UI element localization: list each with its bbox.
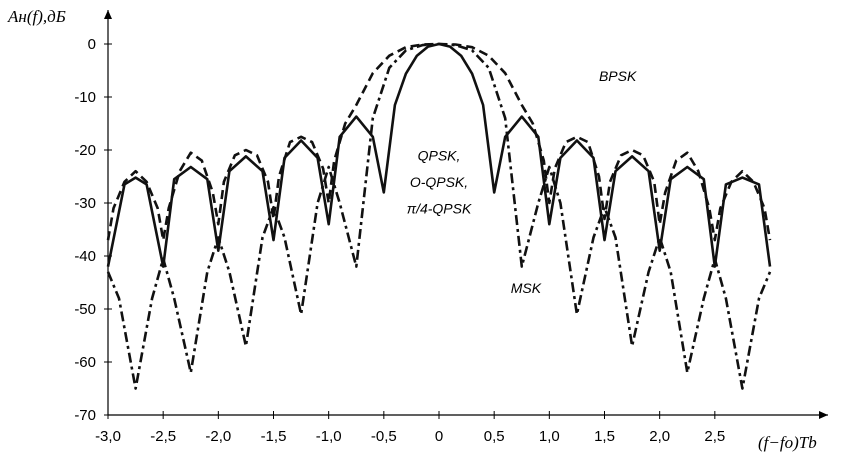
series-annotation: π/4-QPSK — [407, 201, 472, 217]
x-tick-label: 1,5 — [594, 428, 615, 445]
x-tick-label: 0 — [435, 428, 443, 445]
x-tick-label: -1,0 — [316, 428, 342, 445]
x-axis-title: (f−fo)Tb — [758, 433, 817, 452]
y-tick-label: -20 — [74, 142, 96, 159]
series-annotation: MSK — [511, 280, 542, 296]
y-tick-label: 0 — [88, 36, 96, 53]
x-tick-label: 2,0 — [649, 428, 670, 445]
y-tick-label: -50 — [74, 301, 96, 318]
x-tick-label: 2,5 — [704, 428, 725, 445]
x-tick-label: 0,5 — [484, 428, 505, 445]
y-axis-title: Aн(f),дБ — [7, 7, 66, 26]
x-tick-label: -1,5 — [261, 428, 287, 445]
series-annotation: QPSK, — [418, 148, 461, 164]
y-tick-label: -40 — [74, 248, 96, 265]
x-tick-label: -2,0 — [205, 428, 231, 445]
x-axis-arrow — [819, 411, 828, 419]
x-tick-label: -2,5 — [150, 428, 176, 445]
y-tick-label: -60 — [74, 354, 96, 371]
x-tick-label: 1,0 — [539, 428, 560, 445]
y-tick-label: -30 — [74, 195, 96, 212]
x-tick-label: -0,5 — [371, 428, 397, 445]
y-axis-arrow — [104, 10, 112, 19]
series-annotation: O-QPSK, — [410, 174, 468, 190]
y-tick-label: -70 — [74, 407, 96, 424]
series-line-dash-dot — [106, 42, 772, 390]
x-tick-label: -3,0 — [95, 428, 121, 445]
y-tick-label: -10 — [74, 89, 96, 106]
series-annotation: BPSK — [599, 68, 637, 84]
